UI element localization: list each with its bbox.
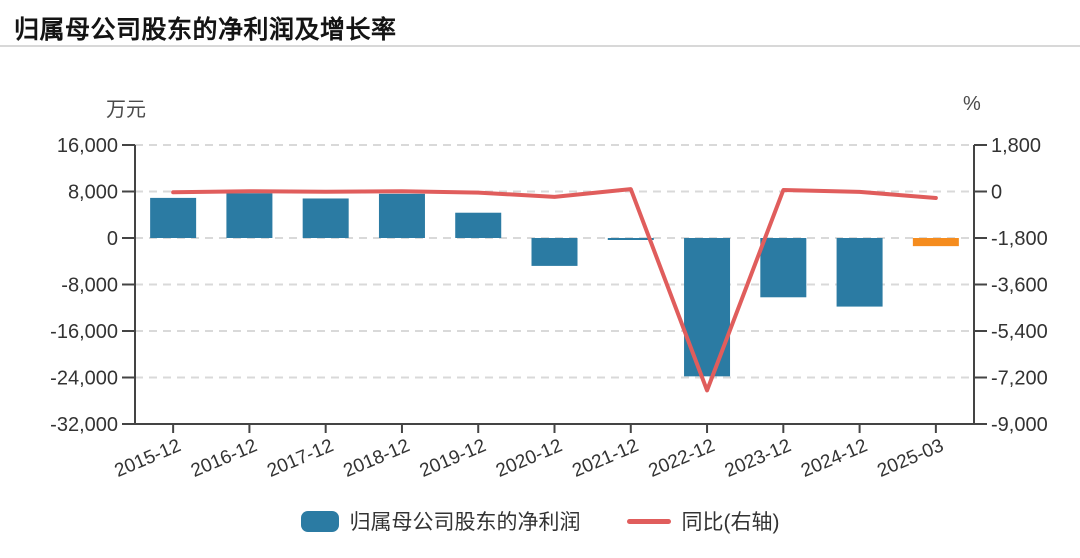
right-axis-tick-label: -1,800 [991,228,1048,250]
bar-series-swatch [300,510,339,532]
title-divider [0,45,1080,47]
left-axis-unit-label: 万元 [106,99,146,121]
chart-legend: 归属母公司股东的净利润 同比(右轴) [0,501,1080,541]
x-axis-tick-label: 2015-12 [112,435,184,482]
bar-2023-12[interactable] [760,238,807,298]
right-axis-tick-label: -5,400 [991,321,1048,343]
x-axis-tick-label: 2018-12 [341,435,413,482]
left-axis-tick-label: 0 [107,228,118,250]
yoy-line-series[interactable] [171,187,938,393]
bar-2025-03[interactable] [912,238,959,247]
left-axis-tick-label: 8,000 [68,182,118,204]
bar-2022-12[interactable] [684,238,731,377]
legend-item-net-profit[interactable]: 归属母公司股东的净利润 [300,506,581,536]
bar-2020-12[interactable] [531,238,578,266]
left-axis-tick-label: 16,000 [57,135,118,157]
right-axis-tick-label: 1,800 [991,135,1041,157]
x-axis-tick-label: 2020-12 [493,435,565,482]
right-axis-unit-label: % [963,93,981,115]
right-axis-tick-label: -7,200 [991,368,1048,390]
bar-2019-12[interactable] [455,212,502,238]
chart-plot-area: 16,000 8,000 0 -8,000 -16,000 -24,000 -32,000 1… [50,135,1048,482]
right-axis-tick-label: -9,000 [991,414,1048,436]
x-axis-tick-label: 2022-12 [646,435,718,482]
x-axis-tick-label: 2024-12 [798,435,870,482]
left-axis-tick-label: -24,000 [50,368,118,390]
bar-series-label: 归属母公司股东的净利润 [349,511,581,534]
left-axis-tick-label: -16,000 [50,321,118,343]
chart-title: 归属母公司股东的净利润及增长率 [14,16,397,44]
bar-2017-12[interactable] [302,198,349,238]
right-axis-tick-label: -3,600 [991,275,1048,297]
x-axis-tick-label: 2016-12 [188,435,260,482]
left-axis-tick-label: -32,000 [50,414,118,436]
line-series-swatch [626,518,671,524]
bar-2016-12[interactable] [226,193,273,238]
bar-2015-12[interactable] [150,197,197,238]
right-axis-tick-label: 0 [991,182,1002,204]
bar-2024-12[interactable] [836,238,883,307]
bar-2018-12[interactable] [378,193,425,238]
bar-2021-12[interactable] [607,238,654,240]
x-axis-tick-label: 2017-12 [264,435,336,482]
left-axis-tick-label: -8,000 [61,275,118,297]
legend-item-yoy[interactable]: 同比(右轴) [626,506,780,536]
x-axis-tick-label: 2019-12 [417,435,489,482]
x-axis-tick-label: 2021-12 [569,435,641,482]
line-series-label: 同比(右轴) [681,511,780,534]
x-axis-tick-label: 2025-03 [874,435,946,482]
x-axis-tick-label: 2023-12 [722,435,794,482]
